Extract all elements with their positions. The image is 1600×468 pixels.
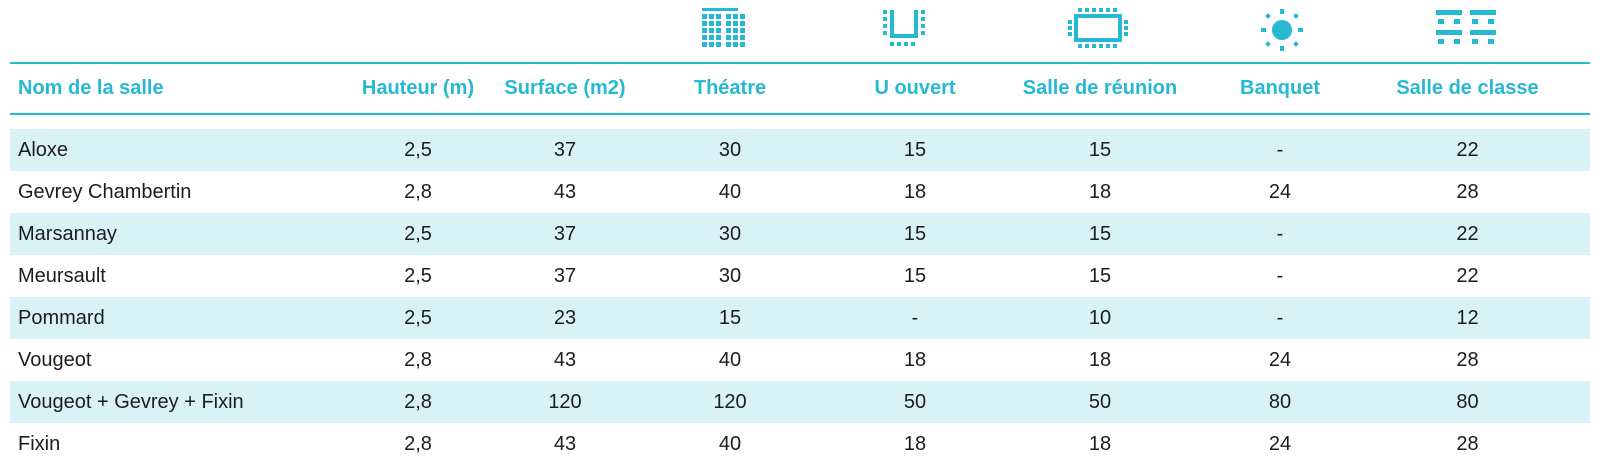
cell-name: Fixin bbox=[18, 432, 61, 455]
cell-banquet: - bbox=[1276, 138, 1284, 161]
cell-u-ouvert: 15 bbox=[903, 138, 927, 161]
cell-surface: 37 bbox=[553, 222, 577, 245]
cell-classe: 28 bbox=[1456, 348, 1479, 371]
cell-name: Vougeot + Gevrey + Fixin bbox=[18, 390, 244, 413]
cell-surface: 43 bbox=[553, 180, 577, 203]
cell-surface: 43 bbox=[553, 348, 577, 371]
header-hauteur: Hauteur (m) bbox=[361, 77, 475, 99]
cell-classe: 12 bbox=[1456, 306, 1479, 329]
cell-hauteur: 2,5 bbox=[404, 222, 432, 245]
table-row: Meursault 2,5 37 30 15 15 - 22 bbox=[10, 255, 1590, 297]
cell-reunion: 18 bbox=[1088, 348, 1112, 371]
header-surface: Surface (m2) bbox=[504, 77, 626, 99]
table-row: Fixin 2,8 43 40 18 18 24 28 bbox=[10, 423, 1590, 465]
cell-surface: 43 bbox=[553, 432, 577, 455]
cell-banquet: - bbox=[1276, 306, 1284, 329]
cell-u-ouvert: 50 bbox=[903, 390, 927, 413]
cell-u-ouvert: 18 bbox=[903, 432, 927, 455]
cell-hauteur: 2,8 bbox=[404, 390, 432, 413]
header-reunion: Salle de réunion bbox=[1022, 77, 1178, 99]
cell-banquet: 24 bbox=[1268, 432, 1292, 455]
cell-theatre: 120 bbox=[713, 390, 747, 413]
boardroom-layout-icon bbox=[1066, 6, 1130, 54]
cell-u-ouvert: 18 bbox=[903, 180, 927, 203]
table-row: Pommard 2,5 23 15 - 10 - 12 bbox=[10, 297, 1590, 339]
header-bottom-rule bbox=[10, 113, 1590, 115]
cell-theatre: 40 bbox=[718, 348, 742, 371]
cell-name: Vougeot bbox=[18, 348, 92, 371]
header-u-ouvert: U ouvert bbox=[874, 77, 956, 99]
header-top-rule bbox=[10, 62, 1590, 64]
cell-u-ouvert: 15 bbox=[903, 222, 927, 245]
table-header: Nom de la salle Hauteur (m) Surface (m2)… bbox=[10, 64, 1590, 113]
cell-reunion: 18 bbox=[1088, 432, 1112, 455]
cell-reunion: 10 bbox=[1088, 306, 1112, 329]
cell-name: Marsannay bbox=[18, 222, 117, 245]
table-row: Vougeot + Gevrey + Fixin 2,8 120 120 50 … bbox=[10, 381, 1590, 423]
cell-theatre: 30 bbox=[718, 264, 742, 287]
table-row: Vougeot 2,8 43 40 18 18 24 28 bbox=[10, 339, 1590, 381]
cell-banquet: - bbox=[1276, 264, 1284, 287]
classroom-layout-icon bbox=[1434, 6, 1498, 54]
table-row: Aloxe 2,5 37 30 15 15 - 22 bbox=[10, 129, 1590, 171]
table-row: Gevrey Chambertin 2,8 43 40 18 18 24 28 bbox=[10, 171, 1590, 213]
cell-surface: 23 bbox=[553, 306, 577, 329]
cell-banquet: 24 bbox=[1268, 348, 1292, 371]
cell-surface: 120 bbox=[548, 390, 582, 413]
header-theatre: Théatre bbox=[693, 77, 767, 99]
cell-reunion: 15 bbox=[1088, 138, 1112, 161]
banquet-round-table-icon bbox=[1250, 6, 1314, 54]
header-banquet: Banquet bbox=[1240, 77, 1320, 99]
cell-reunion: 15 bbox=[1088, 222, 1112, 245]
cell-classe: 28 bbox=[1456, 180, 1479, 203]
cell-reunion: 50 bbox=[1088, 390, 1112, 413]
layout-icons-row bbox=[0, 0, 1600, 62]
cell-banquet: 80 bbox=[1268, 390, 1292, 413]
cell-u-ouvert: 18 bbox=[903, 348, 927, 371]
cell-classe: 80 bbox=[1456, 390, 1479, 413]
cell-hauteur: 2,8 bbox=[404, 348, 432, 371]
cell-classe: 28 bbox=[1456, 432, 1479, 455]
table-row: Marsannay 2,5 37 30 15 15 - 22 bbox=[10, 213, 1590, 255]
theatre-seating-icon bbox=[688, 6, 752, 54]
cell-name: Aloxe bbox=[18, 138, 69, 161]
cell-hauteur: 2,5 bbox=[404, 138, 432, 161]
cell-banquet: - bbox=[1276, 222, 1284, 245]
cell-hauteur: 2,8 bbox=[404, 180, 432, 203]
cell-reunion: 18 bbox=[1088, 180, 1112, 203]
cell-classe: 22 bbox=[1456, 222, 1479, 245]
cell-reunion: 15 bbox=[1088, 264, 1112, 287]
cell-classe: 22 bbox=[1456, 138, 1479, 161]
cell-theatre: 15 bbox=[718, 306, 742, 329]
cell-classe: 22 bbox=[1456, 264, 1479, 287]
header-name: Nom de la salle bbox=[18, 77, 164, 99]
u-shape-layout-icon bbox=[872, 6, 936, 54]
header-classe: Salle de classe bbox=[1396, 77, 1539, 99]
cell-name: Gevrey Chambertin bbox=[18, 180, 192, 203]
cell-hauteur: 2,5 bbox=[404, 306, 432, 329]
cell-theatre: 40 bbox=[718, 180, 742, 203]
cell-surface: 37 bbox=[553, 138, 577, 161]
cell-theatre: 40 bbox=[718, 432, 742, 455]
cell-name: Pommard bbox=[18, 306, 105, 329]
cell-name: Meursault bbox=[18, 264, 106, 287]
cell-hauteur: 2,8 bbox=[404, 432, 432, 455]
cell-theatre: 30 bbox=[718, 222, 742, 245]
cell-surface: 37 bbox=[553, 264, 577, 287]
cell-u-ouvert: - bbox=[911, 306, 919, 329]
cell-hauteur: 2,5 bbox=[404, 264, 432, 287]
cell-banquet: 24 bbox=[1268, 180, 1292, 203]
cell-u-ouvert: 15 bbox=[903, 264, 927, 287]
cell-theatre: 30 bbox=[718, 138, 742, 161]
